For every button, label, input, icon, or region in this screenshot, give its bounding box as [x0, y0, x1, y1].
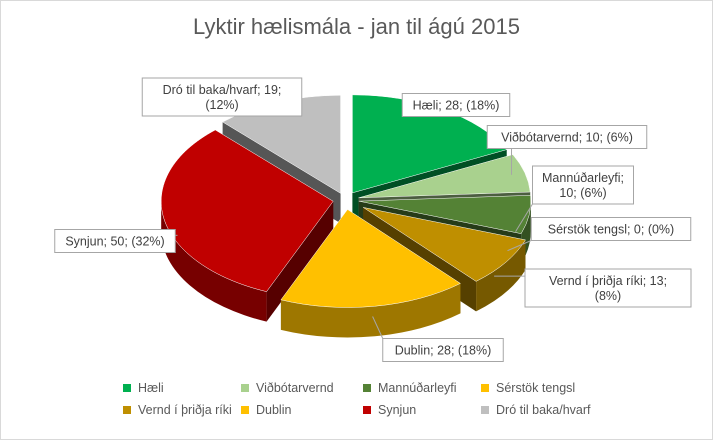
synjun-side [161, 201, 267, 322]
legend-swatch [363, 384, 371, 392]
chart-title: Lyktir hælismála - jan til ágú 2015 [193, 14, 520, 39]
data-label-box-vi-botarvernd [486, 125, 648, 149]
data-label-dublin: Dublin; 28; (18%) [395, 344, 492, 358]
legend-item-vi-botarvernd: Viðbótarvernd [241, 381, 363, 395]
legend-label: Synjun [378, 403, 417, 417]
data-label-dro-til-baka-hvarf: (12%) [205, 98, 238, 112]
slice-mannu-arleyfi [358, 195, 532, 234]
slice-vernd-i-ri-ja-riki [363, 207, 526, 282]
leader-line-dublin [372, 316, 384, 339]
data-label-box-mannu-arleyfi [532, 165, 634, 205]
pie-slices [160, 94, 532, 308]
legend-item-dro-til-baka-hvarf: Dró til baka/hvarf [481, 403, 621, 417]
data-label-vi-botarvernd: Viðbótarvernd; 10; (6%) [501, 131, 633, 145]
data-label-vernd-i-ri-ja-riki: (8%) [595, 289, 621, 303]
legend-label: Dublin [256, 403, 292, 417]
data-label-box-dublin [382, 338, 504, 362]
data-label-box-synjun [54, 229, 176, 253]
legend-item-h-li: Hæli [123, 381, 241, 395]
data-label-vernd-i-ri-ja-riki: Vernd í þriðja ríki; 13; [549, 274, 667, 288]
data-label-h-li: Hæli; 28; (18%) [413, 99, 500, 113]
legend-item-mannu-arleyfi: Mannúðarleyfi [363, 381, 481, 395]
legend-swatch [481, 384, 489, 392]
leader-line-serstok-tengsl [507, 240, 532, 252]
data-label-box-dro-til-baka-hvarf [141, 77, 303, 117]
data-label-box-h-li [401, 93, 511, 117]
legend-swatch [123, 384, 131, 392]
legend-item-dublin: Dublin [241, 403, 363, 417]
legend-label: Hæli [138, 381, 164, 395]
slice-vi-botarvernd [358, 154, 531, 199]
legend-swatch [241, 406, 249, 414]
legend-label: Sérstök tengsl [496, 381, 576, 395]
dublin-side [280, 283, 461, 338]
data-label-box-serstok-tengsl [530, 217, 692, 241]
legend-item-synjun: Synjun [363, 403, 481, 417]
data-label-serstok-tengsl: Sérstök tengsl; 0; (0%) [548, 223, 674, 237]
legend-item-vernd-i-ri-ja-riki: Vernd í þriðja ríki [123, 403, 241, 417]
legend: Hæli Viðbótarvernd Mannúðarleyfi Sérstök te… [123, 381, 643, 417]
slice-synjun [160, 129, 334, 292]
data-label-mannu-arleyfi: Mannúðarleyfi; [542, 171, 624, 185]
data-label-synjun: Synjun; 50; (32%) [65, 235, 164, 249]
slice-dublin [280, 209, 461, 308]
leader-line-mannu-arleyfi [515, 203, 533, 232]
legend-swatch [241, 384, 249, 392]
legend-swatch [363, 406, 371, 414]
legend-label: Dró til baka/hvarf [496, 403, 591, 417]
data-label-dro-til-baka-hvarf: Dró til baka/hvarf; 19; [163, 83, 282, 97]
data-label-mannu-arleyfi: 10; (6%) [559, 186, 606, 200]
data-labels: Hæli; 28; (18%) Viðbótarvernd; 10; (6%) Ma… [54, 77, 692, 362]
legend-label: Vernd í þriðja ríki [138, 403, 232, 417]
data-label-box-vernd-i-ri-ja-riki [524, 268, 692, 308]
legend-swatch [481, 406, 489, 414]
legend-label: Mannúðarleyfi [378, 381, 457, 395]
legend-item-serstok-tengsl: Sérstök tengsl [481, 381, 621, 395]
synjun-wall-0 [266, 201, 334, 322]
legend-label: Viðbótarvernd [256, 381, 334, 395]
legend-swatch [123, 406, 131, 414]
